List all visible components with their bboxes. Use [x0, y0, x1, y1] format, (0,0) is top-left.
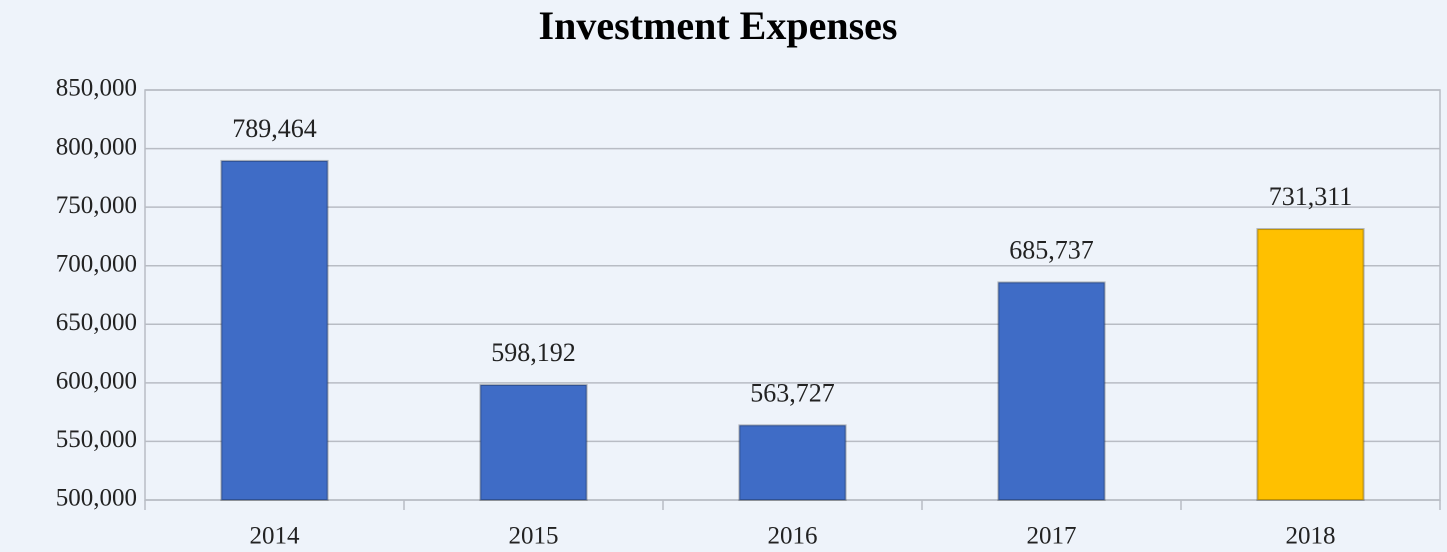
data-label: 685,737: [1009, 235, 1094, 264]
data-label: 731,311: [1269, 182, 1353, 211]
y-tick-label: 700,000: [56, 250, 137, 277]
y-tick-label: 800,000: [56, 133, 137, 160]
data-label: 598,192: [491, 338, 576, 367]
y-tick-label: 550,000: [56, 426, 137, 453]
x-tick-label: 2014: [250, 523, 301, 550]
data-label: 563,727: [750, 378, 835, 407]
y-tick-label: 500,000: [56, 485, 137, 512]
bar: [738, 424, 847, 501]
x-tick-label: 2015: [509, 523, 559, 550]
y-tick-label: 650,000: [56, 309, 137, 336]
y-tick-label: 600,000: [56, 368, 137, 395]
x-tick-label: 2017: [1027, 523, 1077, 550]
data-label: 789,464: [232, 114, 317, 143]
bar: [997, 281, 1106, 501]
bar: [220, 159, 329, 501]
bar: [479, 383, 588, 502]
chart-title: Investment Expenses: [539, 3, 898, 48]
bar: [1256, 228, 1365, 502]
y-tick-label: 750,000: [56, 192, 137, 219]
x-tick-label: 2016: [768, 523, 818, 550]
x-tick-label: 2018: [1286, 523, 1336, 550]
y-tick-label: 850,000: [56, 75, 137, 102]
